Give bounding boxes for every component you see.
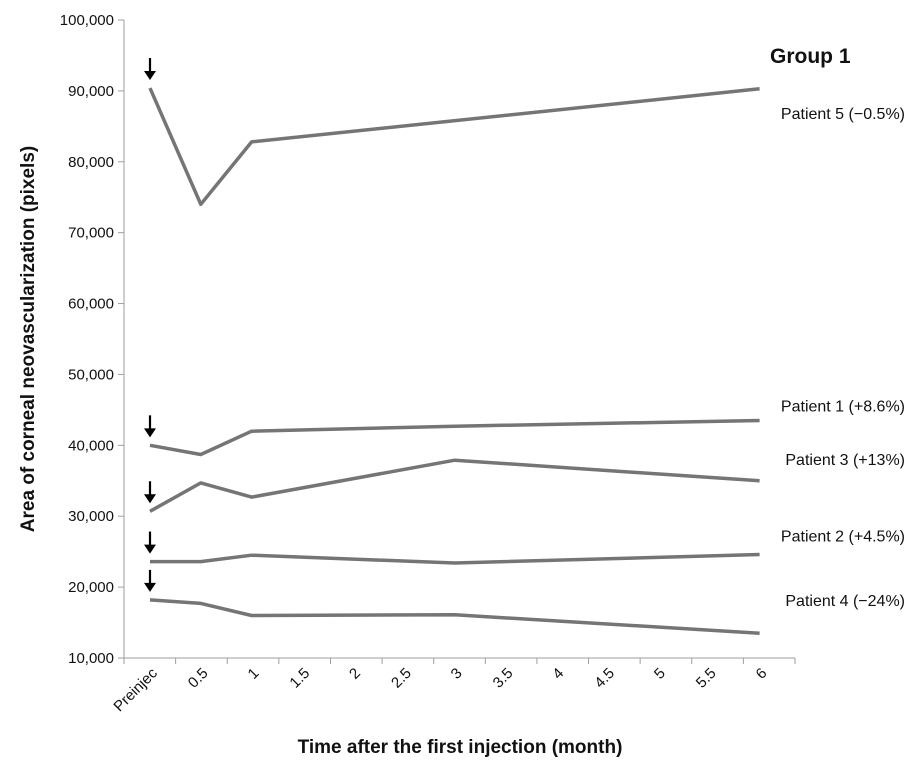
y-tick-label: 100,000 [60,12,114,29]
y-tick-label: 20,000 [68,579,114,596]
y-tick-label: 10,000 [68,650,114,667]
y-tick-label: 60,000 [68,296,114,313]
x-tick-label: 2 [346,665,364,683]
down-arrow-icon [144,415,156,438]
y-axis: 10,000 20,000 30,000 40,000 50,000 60,000 70,0… [60,12,125,667]
y-tick-label: 90,000 [68,83,114,100]
down-arrow-icon [144,531,156,554]
y-tick-label: 50,000 [68,366,114,383]
y-axis-title: Area of corneal neovascularization (pixe… [18,146,39,532]
series-label: Patient 2 (+4.5%) [781,529,905,546]
series-layer [148,87,760,635]
series-line [149,458,760,513]
series-line [148,87,760,207]
series-labels: Patient 5 (−0.5%) Patient 1 (+8.6%) Patien… [781,106,905,610]
y-tick-label: 80,000 [68,154,114,171]
series-label: Patient 4 (−24%) [785,593,905,610]
series-label: Patient 1 (+8.6%) [781,399,905,416]
down-arrow-icon [144,481,156,504]
down-arrow-icon [144,569,156,592]
y-tick-label: 70,000 [68,225,114,242]
y-tick-label: 40,000 [68,437,114,454]
series-line [149,418,760,457]
injection-markers [144,58,156,592]
x-tick-label: 4 [549,665,567,683]
x-tick-label: 0.5 [185,665,212,692]
x-tick-label: 1.5 [286,665,313,692]
x-axis-title: Time after the first injection (month) [298,737,623,758]
series-label: Patient 3 (+13%) [785,452,905,469]
x-tick-label: Preinjec [110,664,161,715]
x-axis: Preinjec 0.5 1 1.5 2 2.5 3 3.5 4 4.5 5 5.5 6 [110,657,796,715]
chart-title: Group 1 [770,45,851,68]
x-tick-label: 2.5 [388,665,415,692]
x-tick-label: 4.5 [591,665,618,692]
y-tick-label: 30,000 [68,508,114,525]
x-tick-label: 3.5 [490,665,517,692]
x-tick-label: 5.5 [693,665,720,692]
x-tick-label: 1 [245,665,263,683]
x-tick-label: 5 [651,665,669,683]
series-line [149,598,760,635]
series-line [150,552,760,565]
x-tick-label: 6 [753,665,771,683]
series-label: Patient 5 (−0.5%) [781,106,905,123]
x-tick-label: 3 [448,665,466,683]
down-arrow-icon [144,58,156,81]
